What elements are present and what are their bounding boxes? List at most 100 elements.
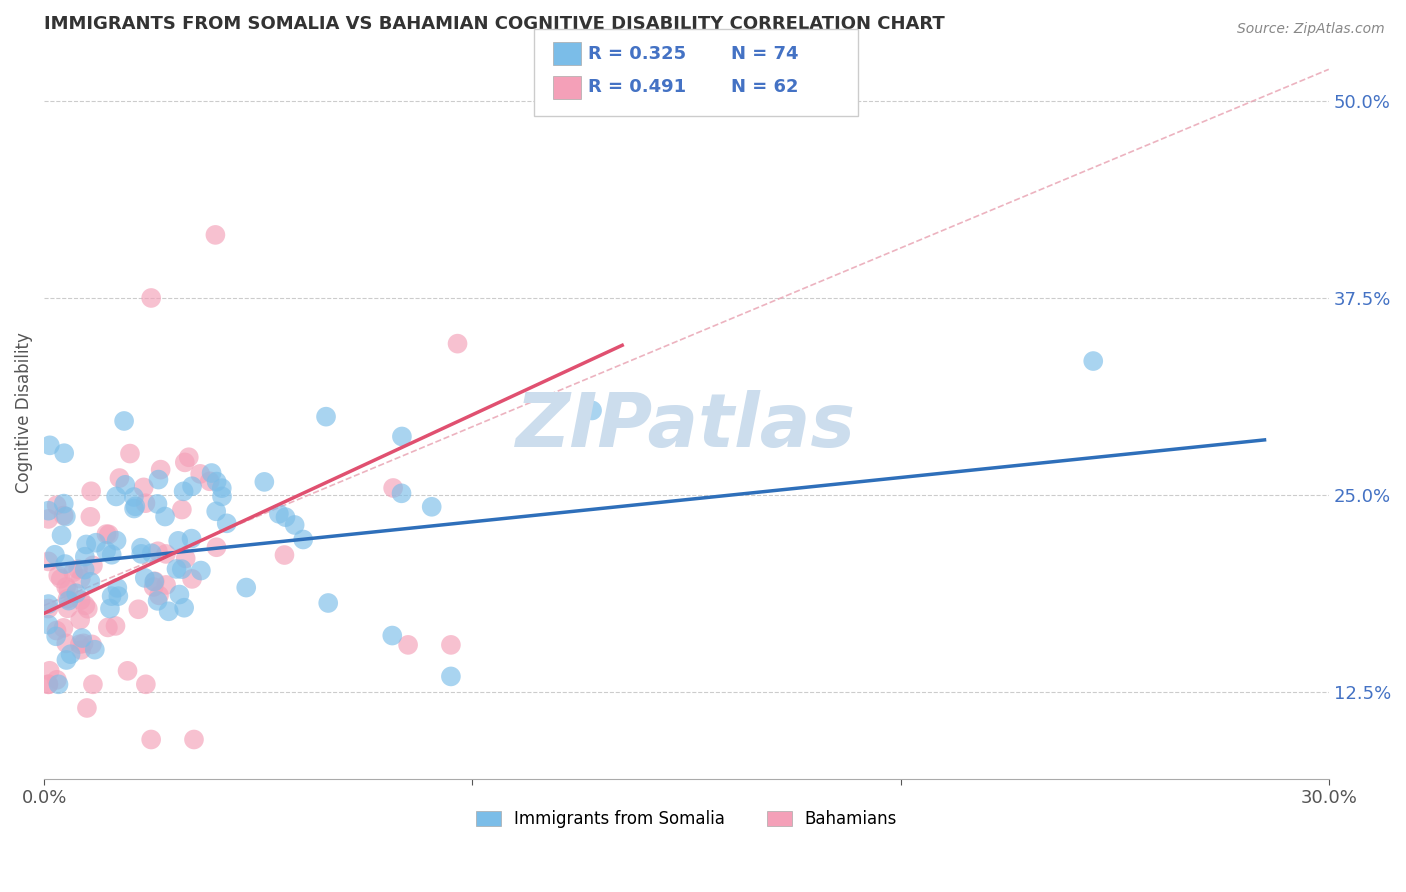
Point xyxy=(37,677,59,691)
Point xyxy=(146,544,169,558)
Point xyxy=(205,475,228,489)
Point xyxy=(55,653,77,667)
Point xyxy=(122,490,145,504)
Point xyxy=(45,629,67,643)
Point xyxy=(173,455,195,469)
Point xyxy=(170,502,193,516)
Point xyxy=(391,429,413,443)
Point xyxy=(82,558,104,573)
Point xyxy=(94,544,117,558)
Point xyxy=(146,594,169,608)
Point xyxy=(75,537,97,551)
Point xyxy=(53,446,76,460)
Point xyxy=(105,490,128,504)
Point xyxy=(173,484,195,499)
Point xyxy=(117,664,139,678)
Point xyxy=(188,467,211,481)
Point xyxy=(96,527,118,541)
Point xyxy=(204,227,226,242)
Point xyxy=(52,497,75,511)
Point xyxy=(56,601,79,615)
Point xyxy=(84,535,107,549)
Point xyxy=(55,509,77,524)
Point xyxy=(142,580,165,594)
Point xyxy=(382,481,405,495)
Point xyxy=(65,586,87,600)
Point xyxy=(62,566,84,580)
Point xyxy=(143,574,166,589)
Point xyxy=(165,562,187,576)
Point xyxy=(440,638,463,652)
Point xyxy=(100,589,122,603)
Point xyxy=(153,509,176,524)
Point xyxy=(45,498,67,512)
Text: Source: ZipAtlas.com: Source: ZipAtlas.com xyxy=(1237,22,1385,37)
Point xyxy=(114,478,136,492)
Point xyxy=(118,446,141,460)
Point xyxy=(37,554,59,568)
Point xyxy=(190,564,212,578)
Point xyxy=(134,571,156,585)
Point xyxy=(198,475,221,489)
Point xyxy=(70,643,93,657)
Point xyxy=(148,588,170,602)
Point xyxy=(49,572,72,586)
Point xyxy=(69,613,91,627)
Point xyxy=(69,572,91,586)
Point xyxy=(45,673,67,687)
Point xyxy=(104,619,127,633)
Point xyxy=(181,572,204,586)
Text: IMMIGRANTS FROM SOMALIA VS BAHAMIAN COGNITIVE DISABILITY CORRELATION CHART: IMMIGRANTS FROM SOMALIA VS BAHAMIAN COGN… xyxy=(44,15,945,33)
Point xyxy=(100,548,122,562)
Point xyxy=(381,629,404,643)
Point xyxy=(76,701,98,715)
Point xyxy=(129,547,152,561)
Point xyxy=(211,489,233,503)
Point xyxy=(129,541,152,555)
Point xyxy=(177,450,200,465)
Point xyxy=(173,600,195,615)
Point xyxy=(48,677,70,691)
Point xyxy=(97,620,120,634)
Point xyxy=(45,624,67,638)
Point xyxy=(124,500,146,514)
Point xyxy=(37,504,59,518)
Point xyxy=(157,604,180,618)
Point xyxy=(69,637,91,651)
Point xyxy=(170,562,193,576)
Point xyxy=(155,578,177,592)
Point xyxy=(1083,354,1105,368)
Point xyxy=(69,593,91,607)
Point xyxy=(167,533,190,548)
Point xyxy=(205,504,228,518)
Point xyxy=(155,547,177,561)
Point xyxy=(51,528,73,542)
Legend: Immigrants from Somalia, Bahamians: Immigrants from Somalia, Bahamians xyxy=(467,802,905,837)
Point xyxy=(148,473,170,487)
Point xyxy=(446,336,468,351)
Point xyxy=(273,548,295,562)
Point xyxy=(37,617,59,632)
Point xyxy=(235,581,257,595)
Point xyxy=(315,409,337,424)
Point xyxy=(420,500,443,514)
Point xyxy=(141,732,163,747)
Point xyxy=(73,549,96,564)
Point xyxy=(38,664,60,678)
Point xyxy=(201,466,224,480)
Point xyxy=(55,580,77,594)
Point xyxy=(267,507,290,521)
Point xyxy=(37,601,59,615)
Point xyxy=(58,582,80,597)
Y-axis label: Cognitive Disability: Cognitive Disability xyxy=(15,332,32,492)
Point xyxy=(58,593,80,607)
Point xyxy=(440,669,463,683)
Point xyxy=(75,599,97,613)
Point xyxy=(66,562,89,576)
Point xyxy=(274,510,297,524)
Point xyxy=(181,479,204,493)
Point xyxy=(72,636,94,650)
Point xyxy=(169,588,191,602)
Point xyxy=(391,486,413,500)
Point xyxy=(79,509,101,524)
